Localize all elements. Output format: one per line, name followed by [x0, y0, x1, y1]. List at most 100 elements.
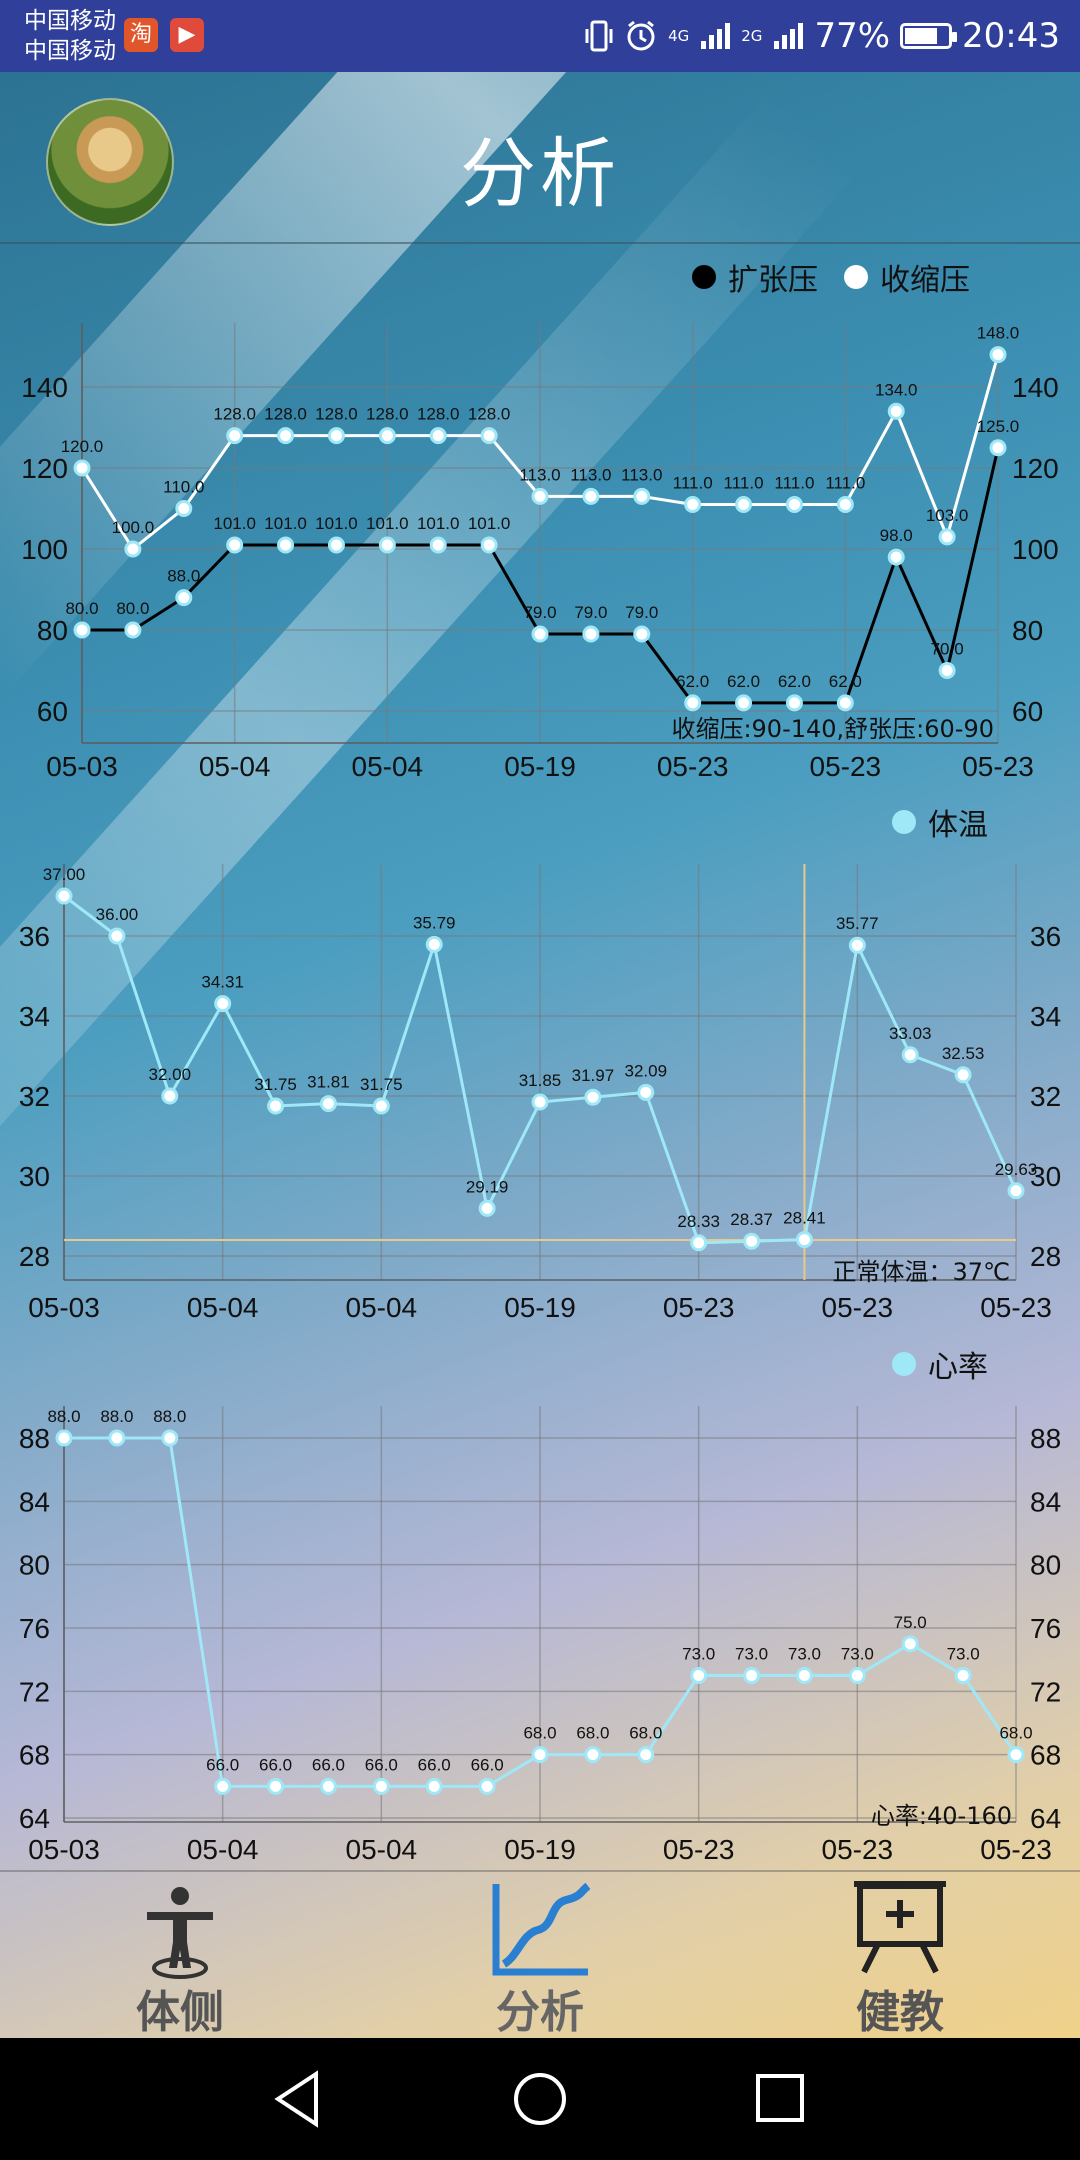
nav-item-health-education[interactable]: 健教 — [800, 1872, 1000, 2040]
data-point — [637, 1746, 655, 1764]
person-target-icon — [147, 1887, 213, 1979]
data-point — [848, 1667, 866, 1684]
y-tick-label-right: 80 — [1012, 615, 1043, 646]
data-point — [836, 495, 854, 513]
y-tick-label-left: 84 — [19, 1486, 50, 1517]
data-point — [73, 621, 91, 639]
data-label: 31.81 — [307, 1073, 350, 1092]
y-tick-label-right: 76 — [1030, 1613, 1061, 1644]
data-label: 80.0 — [65, 599, 98, 618]
data-label: 37.00 — [43, 865, 86, 884]
nav-label: 健教 — [856, 1987, 944, 2038]
avatar[interactable] — [46, 98, 174, 226]
x-tick-label: 05-23 — [962, 751, 1034, 782]
data-label: 80.0 — [116, 599, 149, 618]
data-point — [633, 487, 651, 505]
y-tick-label-left: 64 — [19, 1803, 50, 1834]
data-label: 79.0 — [523, 603, 556, 622]
data-point — [684, 495, 702, 513]
data-label: 66.0 — [259, 1755, 292, 1774]
data-point — [327, 427, 345, 445]
carrier-1: 中国移动 — [24, 8, 116, 34]
data-label: 113.0 — [519, 465, 560, 484]
data-point — [848, 936, 866, 954]
x-tick-label: 05-03 — [28, 1292, 100, 1323]
y-tick-label-right: 120 — [1012, 453, 1059, 484]
data-point — [637, 1083, 655, 1101]
bp-plot[interactable]: 05-03 05-04 05-04 05-19 05-23 05-23 05-23 60 60 8… — [0, 245, 1080, 785]
data-label: 111.0 — [774, 473, 814, 492]
data-point — [582, 625, 600, 643]
data-label: 111.0 — [724, 473, 764, 492]
x-tick-label: 05-04 — [346, 1292, 418, 1323]
data-label: 100.0 — [112, 518, 155, 537]
temperature-plot[interactable]: 05-03 05-04 05-04 05-19 05-23 05-23 05-23 28 28 3… — [0, 790, 1080, 1330]
x-tick-label: 05-04 — [346, 1834, 418, 1865]
line-chart-icon — [492, 1882, 590, 1976]
data-point — [690, 1234, 708, 1252]
data-point — [214, 995, 232, 1013]
data-label: 113.0 — [621, 465, 662, 484]
data-point — [836, 694, 854, 712]
data-label: 101.0 — [315, 514, 358, 533]
data-label: 110.0 — [163, 478, 204, 497]
data-label: 79.0 — [625, 603, 658, 622]
signal-icon — [701, 23, 731, 49]
y-tick-label-right: 100 — [1012, 534, 1059, 565]
data-label: 31.75 — [254, 1075, 297, 1094]
data-point — [480, 427, 498, 445]
nav-item-analysis[interactable]: 分析 — [440, 1872, 640, 2040]
back-icon[interactable] — [266, 2066, 332, 2132]
network-type-2: 2G — [741, 27, 763, 45]
data-point — [319, 1777, 337, 1795]
data-point — [55, 1429, 73, 1447]
nav-item-physical-test[interactable]: 体侧 — [80, 1872, 280, 2040]
data-label: 111.0 — [825, 473, 865, 492]
x-tick-label: 05-19 — [504, 1834, 576, 1865]
x-tick-label: 05-04 — [352, 751, 424, 782]
legend-swatch-temp — [892, 810, 916, 834]
data-point — [429, 536, 447, 554]
data-point — [954, 1667, 972, 1684]
y-tick-label-right: 84 — [1030, 1486, 1061, 1517]
data-point — [429, 427, 447, 445]
status-bar: 中国移动 中国移动 淘 ▶ 4G 2G 77% 20:43 — [0, 0, 1080, 72]
data-label: 101.0 — [213, 514, 256, 533]
data-point — [425, 1777, 443, 1795]
data-label: 33.03 — [889, 1024, 932, 1043]
data-point — [1007, 1182, 1025, 1200]
legend-label-hr: 心率 — [928, 1350, 988, 1385]
data-label: 66.0 — [471, 1755, 504, 1774]
y-tick-label-left: 80 — [37, 615, 68, 646]
y-tick-label-right: 68 — [1030, 1740, 1061, 1771]
data-label: 128.0 — [264, 405, 307, 424]
data-label: 36.00 — [96, 905, 139, 924]
data-point — [277, 427, 295, 445]
video-notification-icon: ▶ — [170, 18, 204, 52]
data-point — [887, 402, 905, 420]
data-label: 68.0 — [523, 1724, 556, 1743]
data-label: 73.0 — [682, 1645, 715, 1664]
blood-pressure-chart: 扩张压 收缩压 05-03 05-04 05-04 05-19 05-23 05-23 05… — [0, 245, 1080, 785]
y-tick-label-left: 32 — [19, 1081, 50, 1112]
data-label: 66.0 — [418, 1755, 451, 1774]
data-point — [478, 1199, 496, 1217]
x-tick-label: 05-23 — [663, 1834, 735, 1865]
y-tick-label-right: 36 — [1030, 921, 1061, 952]
data-point — [743, 1667, 761, 1684]
data-point — [690, 1667, 708, 1684]
temp-legend: 体温 — [892, 800, 988, 844]
battery-percent: 77% — [814, 16, 891, 56]
data-label: 98.0 — [880, 526, 913, 545]
data-point — [531, 1093, 549, 1111]
recent-apps-icon[interactable] — [748, 2066, 814, 2132]
data-label: 62.0 — [829, 672, 862, 691]
y-tick-label-left: 72 — [19, 1676, 50, 1707]
data-label: 88.0 — [153, 1407, 186, 1426]
data-point — [372, 1777, 390, 1795]
data-point — [785, 495, 803, 513]
y-tick-label-left: 68 — [19, 1740, 50, 1771]
x-tick-label: 05-23 — [657, 751, 729, 782]
home-icon[interactable] — [507, 2066, 573, 2132]
